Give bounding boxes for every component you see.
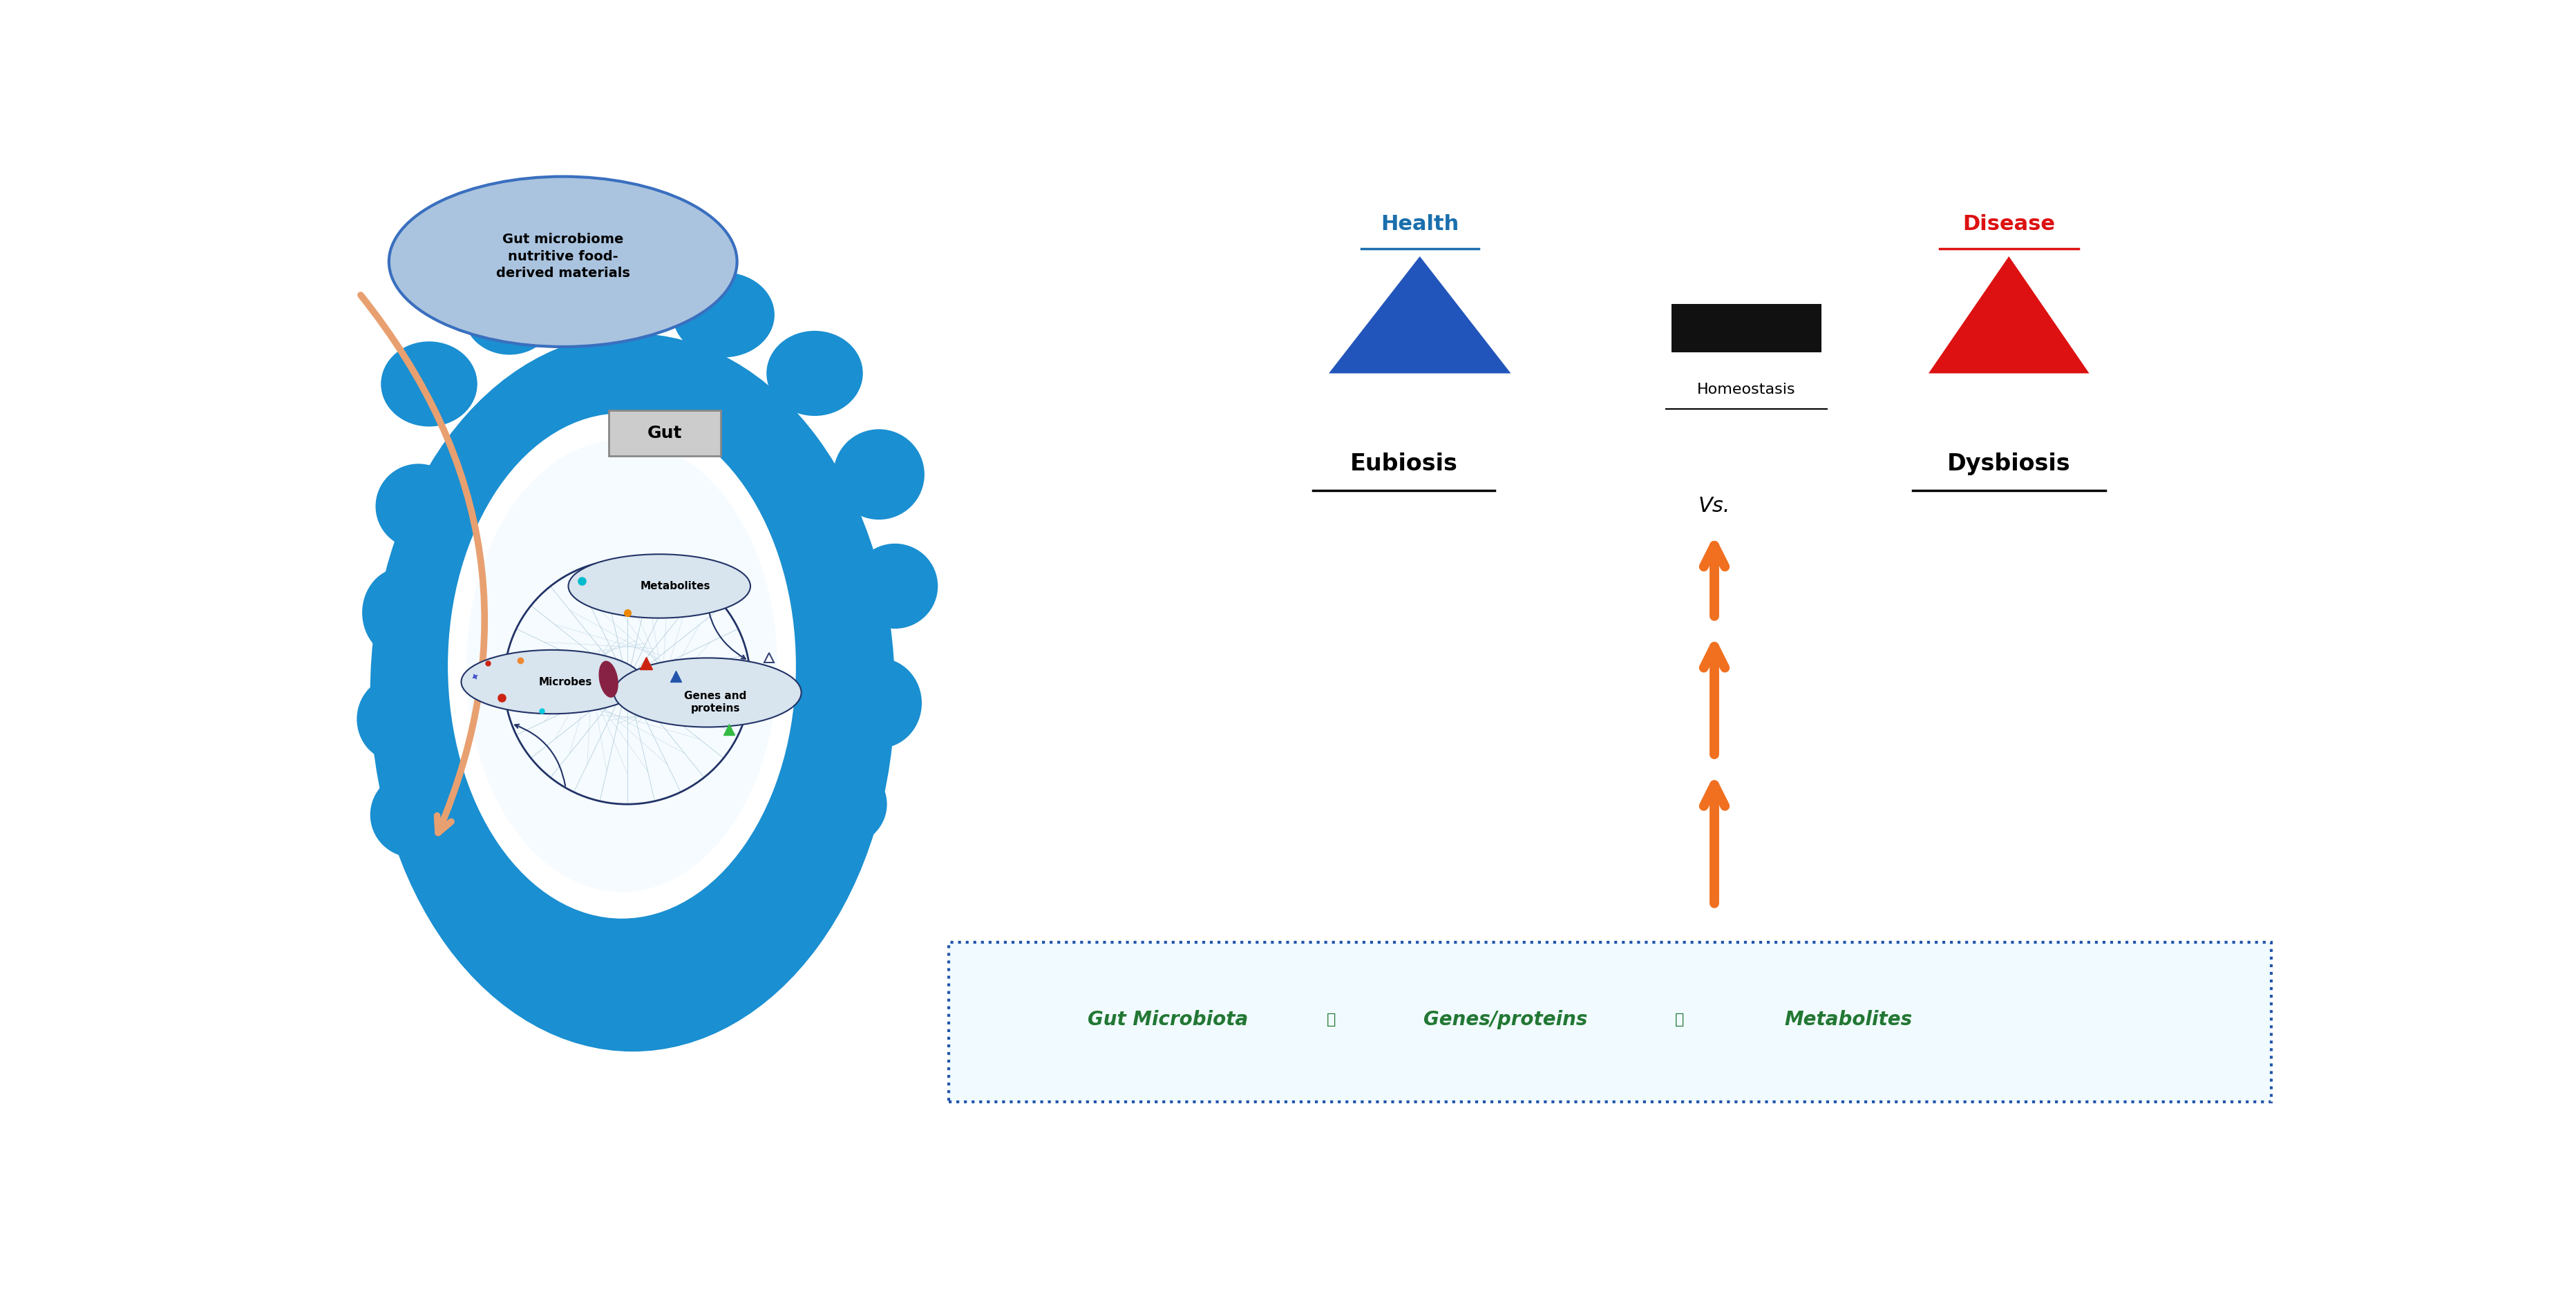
Text: Dysbiosis: Dysbiosis bbox=[1947, 453, 2071, 475]
Polygon shape bbox=[1329, 257, 1512, 374]
Ellipse shape bbox=[613, 658, 801, 726]
FancyBboxPatch shape bbox=[948, 942, 2272, 1101]
Ellipse shape bbox=[796, 762, 886, 846]
Ellipse shape bbox=[358, 676, 438, 762]
Ellipse shape bbox=[495, 916, 580, 991]
Ellipse shape bbox=[371, 772, 456, 858]
Ellipse shape bbox=[376, 463, 461, 549]
Text: Health: Health bbox=[1381, 215, 1458, 234]
Text: 🏛: 🏛 bbox=[1327, 1013, 1337, 1026]
Ellipse shape bbox=[381, 341, 477, 426]
FancyBboxPatch shape bbox=[608, 411, 721, 455]
Ellipse shape bbox=[371, 333, 894, 1051]
Text: Homeostasis: Homeostasis bbox=[1698, 383, 1795, 396]
Ellipse shape bbox=[567, 243, 667, 322]
Ellipse shape bbox=[389, 176, 737, 346]
Text: Genes and
proteins: Genes and proteins bbox=[685, 691, 747, 713]
Text: Gut Microbiota: Gut Microbiota bbox=[1087, 1009, 1249, 1029]
Text: 🏛: 🏛 bbox=[1674, 1013, 1685, 1026]
Text: Microbes: Microbes bbox=[538, 676, 592, 687]
Ellipse shape bbox=[466, 440, 778, 892]
Ellipse shape bbox=[739, 844, 824, 924]
Polygon shape bbox=[1929, 257, 2089, 374]
Ellipse shape bbox=[659, 916, 744, 991]
Ellipse shape bbox=[422, 855, 510, 934]
FancyBboxPatch shape bbox=[1672, 304, 1821, 353]
Ellipse shape bbox=[598, 661, 618, 697]
Ellipse shape bbox=[672, 272, 775, 358]
Text: Eubiosis: Eubiosis bbox=[1350, 453, 1458, 475]
Text: Metabolites: Metabolites bbox=[641, 580, 711, 591]
Ellipse shape bbox=[768, 330, 863, 416]
Ellipse shape bbox=[853, 544, 938, 629]
Ellipse shape bbox=[835, 429, 925, 520]
Ellipse shape bbox=[461, 650, 644, 713]
Ellipse shape bbox=[569, 554, 750, 619]
Text: Gut microbiome
nutritive food-
derived materials: Gut microbiome nutritive food- derived m… bbox=[497, 233, 631, 279]
Text: Genes/proteins: Genes/proteins bbox=[1425, 1009, 1587, 1029]
Ellipse shape bbox=[448, 413, 796, 919]
Text: Disease: Disease bbox=[1963, 215, 2056, 234]
Ellipse shape bbox=[464, 275, 554, 355]
Text: Vs.: Vs. bbox=[1698, 496, 1731, 516]
Text: Gut: Gut bbox=[647, 425, 683, 441]
Ellipse shape bbox=[837, 658, 922, 749]
Ellipse shape bbox=[574, 945, 659, 1015]
Text: Metabolites: Metabolites bbox=[1785, 1009, 1911, 1029]
Ellipse shape bbox=[363, 567, 443, 658]
